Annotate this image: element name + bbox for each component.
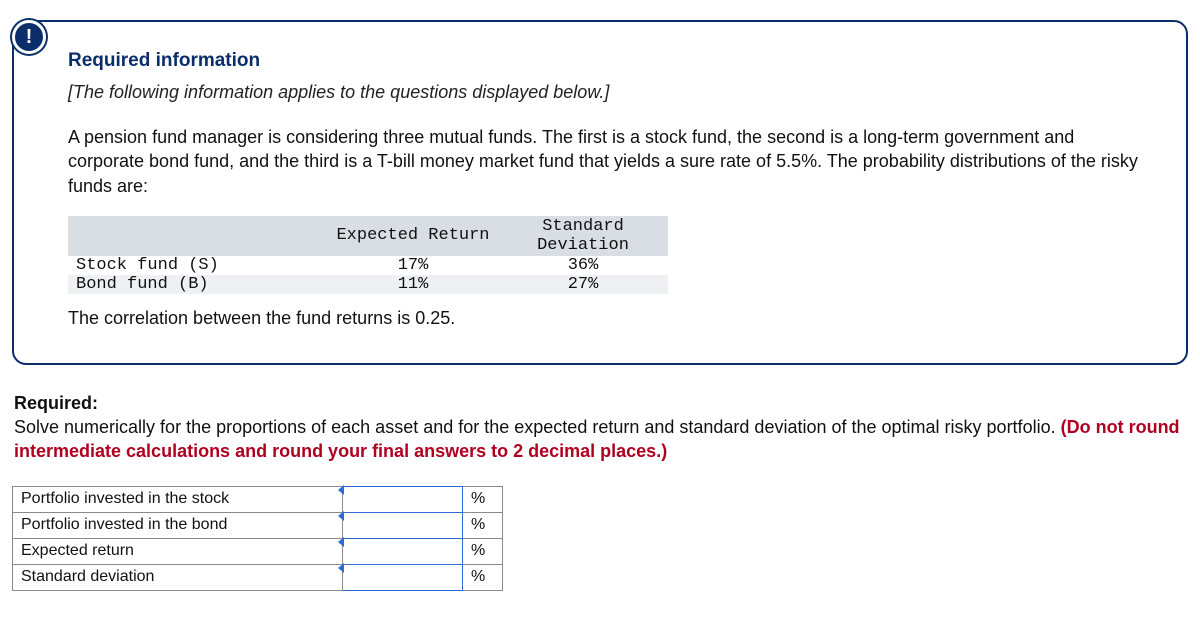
- portfolio-bond-input[interactable]: [343, 513, 462, 538]
- fund-table-header-expected-return: Expected Return: [328, 216, 498, 256]
- expected-return-input[interactable]: [343, 539, 462, 564]
- table-row: Stock fund (S) 17% 36%: [68, 256, 668, 275]
- applies-note: [The following information applies to th…: [68, 82, 1146, 103]
- portfolio-stock-input[interactable]: [343, 487, 462, 512]
- fund-std-dev: 27%: [498, 275, 668, 294]
- table-row: Portfolio invested in the stock %: [13, 486, 503, 512]
- fund-std-dev: 36%: [498, 256, 668, 275]
- required-block: Required: Solve numerically for the prop…: [12, 391, 1188, 464]
- unit-label: %: [463, 564, 503, 590]
- answer-row-label: Standard deviation: [13, 564, 343, 590]
- answer-row-label: Portfolio invested in the stock: [13, 486, 343, 512]
- answer-row-label: Portfolio invested in the bond: [13, 512, 343, 538]
- fund-expected-return: 11%: [328, 275, 498, 294]
- unit-label: %: [463, 486, 503, 512]
- standard-deviation-input[interactable]: [343, 565, 462, 590]
- table-row: Portfolio invested in the bond %: [13, 512, 503, 538]
- unit-label: %: [463, 512, 503, 538]
- table-row: Expected return %: [13, 538, 503, 564]
- fund-label: Stock fund (S): [68, 256, 328, 275]
- unit-label: %: [463, 538, 503, 564]
- alert-icon: !: [12, 20, 46, 54]
- table-row: Standard deviation %: [13, 564, 503, 590]
- correlation-statement: The correlation between the fund returns…: [68, 308, 1146, 329]
- fund-expected-return: 17%: [328, 256, 498, 275]
- answer-row-label: Expected return: [13, 538, 343, 564]
- required-information-box: ! Required information [The following in…: [12, 20, 1188, 365]
- fund-label: Bond fund (B): [68, 275, 328, 294]
- table-row: Bond fund (B) 11% 27%: [68, 275, 668, 294]
- fund-table-header-blank: [68, 216, 328, 256]
- required-label: Required:: [14, 393, 98, 413]
- problem-paragraph: A pension fund manager is considering th…: [68, 125, 1146, 198]
- fund-distribution-table: Expected Return Standard Deviation Stock…: [68, 216, 668, 294]
- required-text: Solve numerically for the proportions of…: [14, 417, 1061, 437]
- fund-table-header-std-dev: Standard Deviation: [498, 216, 668, 256]
- required-information-title: Required information: [68, 50, 1146, 72]
- answer-input-table: Portfolio invested in the stock % Portfo…: [12, 486, 503, 591]
